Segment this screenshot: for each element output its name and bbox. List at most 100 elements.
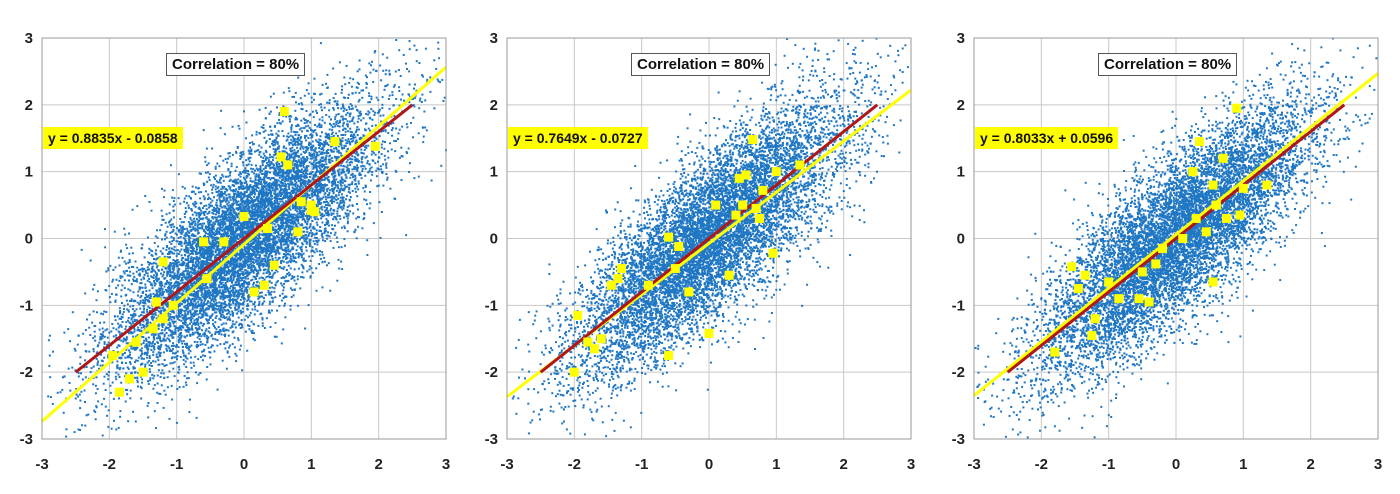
- cloud-point: [144, 365, 147, 368]
- cloud-point: [200, 285, 203, 288]
- cloud-point: [115, 278, 118, 281]
- cloud-point: [306, 129, 308, 132]
- cloud-point: [306, 270, 309, 273]
- cloud-point: [272, 226, 275, 229]
- cloud-point: [330, 145, 332, 148]
- cloud-point: [99, 364, 102, 367]
- cloud-point: [226, 233, 229, 236]
- cloud-point: [146, 275, 149, 278]
- cloud-point: [290, 128, 293, 131]
- cloud-point: [245, 221, 248, 224]
- cloud-point: [294, 178, 297, 181]
- cloud-point: [160, 224, 163, 226]
- cloud-point: [326, 220, 329, 223]
- cloud-point: [281, 284, 284, 287]
- cloud-point: [215, 328, 218, 331]
- cloud-point: [206, 220, 209, 223]
- cloud-point: [290, 124, 293, 127]
- cloud-point: [151, 307, 154, 310]
- cloud-point: [285, 251, 288, 254]
- cloud-point: [106, 336, 109, 339]
- cloud-point: [265, 156, 268, 159]
- cloud-point: [344, 118, 347, 121]
- cloud-point: [191, 240, 194, 243]
- cloud-point: [144, 345, 147, 348]
- cloud-point: [199, 247, 202, 250]
- cloud-point: [347, 220, 349, 223]
- cloud-point: [420, 101, 423, 103]
- cloud-point: [214, 165, 217, 168]
- cloud-point: [249, 202, 252, 204]
- cloud-point: [301, 265, 304, 268]
- cloud-point: [228, 299, 231, 302]
- cloud-point: [162, 296, 165, 299]
- cloud-point: [271, 207, 274, 210]
- cloud-point: [148, 268, 151, 271]
- cloud-point: [155, 266, 158, 269]
- cloud-point: [198, 226, 201, 229]
- cloud-point: [257, 173, 260, 176]
- cloud-point: [177, 261, 180, 264]
- cloud-point: [264, 254, 267, 257]
- cloud-point: [127, 367, 130, 370]
- cloud-point: [240, 319, 243, 322]
- cloud-point: [173, 275, 176, 278]
- cloud-point: [308, 126, 311, 129]
- cloud-point: [225, 175, 227, 178]
- cloud-point: [343, 201, 346, 204]
- cloud-point: [224, 190, 227, 193]
- cloud-point: [228, 187, 231, 190]
- cloud-point: [348, 81, 351, 84]
- cloud-point: [171, 265, 174, 268]
- cloud-point: [198, 334, 201, 337]
- cloud-point: [353, 151, 356, 154]
- cloud-point: [224, 290, 227, 293]
- cloud-point: [88, 350, 91, 353]
- cloud-point: [279, 260, 282, 263]
- cloud-point: [173, 344, 176, 347]
- cloud-point: [316, 165, 318, 168]
- cloud-point: [249, 213, 252, 216]
- cloud-point: [106, 414, 109, 417]
- cloud-point: [317, 202, 320, 205]
- cloud-point: [381, 96, 384, 99]
- cloud-point: [295, 216, 298, 219]
- cloud-point: [228, 155, 231, 158]
- cloud-point: [332, 108, 335, 111]
- cloud-point: [405, 234, 408, 237]
- cloud-point: [157, 327, 160, 330]
- cloud-point: [236, 229, 239, 232]
- cloud-point: [231, 266, 234, 269]
- cloud-point: [343, 147, 346, 149]
- cloud-point: [246, 260, 248, 263]
- cloud-point: [222, 224, 225, 227]
- cloud-point: [152, 353, 155, 356]
- cloud-point: [292, 160, 295, 163]
- cloud-point: [289, 229, 292, 231]
- cloud-point: [143, 268, 146, 271]
- cloud-point: [336, 241, 339, 243]
- cloud-point: [298, 169, 301, 172]
- cloud-point: [376, 185, 379, 188]
- cloud-point: [248, 218, 251, 221]
- cloud-point: [309, 197, 311, 199]
- cloud-point: [243, 318, 246, 321]
- cloud-point: [205, 337, 208, 340]
- cloud-point: [283, 235, 286, 238]
- cloud-point: [186, 344, 189, 347]
- cloud-point: [203, 301, 205, 304]
- cloud-point: [216, 227, 219, 230]
- cloud-point: [280, 262, 283, 265]
- cloud-point: [350, 119, 353, 122]
- cloud-point: [341, 196, 344, 199]
- cloud-point: [198, 261, 201, 264]
- cloud-point: [273, 153, 276, 156]
- cloud-point: [252, 226, 255, 229]
- cloud-point: [238, 254, 241, 256]
- cloud-point: [328, 115, 331, 118]
- cloud-point: [189, 242, 192, 245]
- cloud-point: [339, 201, 342, 204]
- cloud-point: [186, 285, 188, 288]
- chart-panel-1: -3 -2 -1 0 1 2 3 -3 -2 -1 0 1 2 3 Correlation = 80% y =…: [0, 0, 466, 494]
- cloud-point: [297, 141, 299, 144]
